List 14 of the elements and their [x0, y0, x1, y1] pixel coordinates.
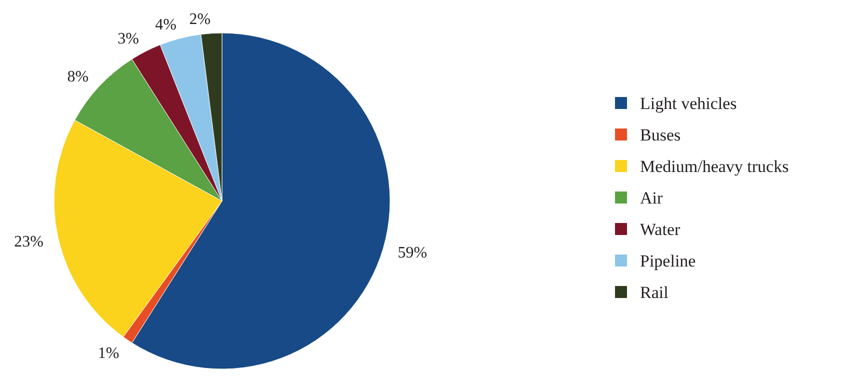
legend-label: Rail	[640, 282, 669, 302]
data-label: 59%	[398, 244, 428, 262]
data-label: 4%	[155, 16, 176, 34]
legend-label: Pipeline	[640, 251, 696, 270]
legend-label: Medium/heavy trucks	[640, 156, 789, 176]
legend-label: Buses	[640, 125, 681, 144]
data-label: 1%	[98, 344, 120, 362]
data-label: 2%	[189, 10, 211, 28]
legend-label: Light vehicles	[640, 94, 737, 113]
data-label: 8%	[67, 68, 89, 86]
legend-label: Air	[640, 188, 663, 208]
data-label: 23%	[14, 234, 44, 251]
legend-label: Water	[640, 220, 680, 239]
data-label: 3%	[118, 30, 139, 48]
